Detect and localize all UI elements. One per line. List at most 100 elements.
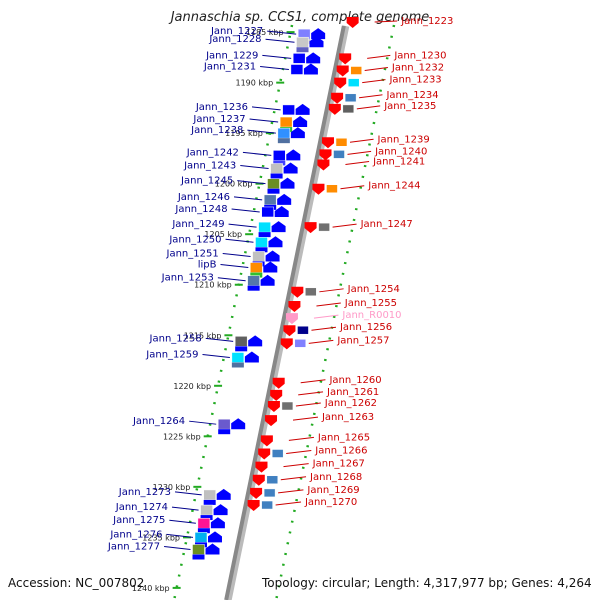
right-gene-label[interactable]: Jann_1233	[388, 75, 441, 86]
left-gene-label[interactable]: Jann_1264	[132, 416, 185, 427]
gene-box	[267, 178, 280, 189]
left-gene-label[interactable]: Jann_1253	[161, 273, 214, 284]
left-gene-label[interactable]: Jann_1238	[190, 125, 243, 136]
leader-line	[356, 105, 381, 110]
right-gene-label[interactable]: Jann_1223	[400, 16, 453, 27]
gene-box	[305, 287, 317, 297]
right-gene-label[interactable]: Jann_1262	[324, 398, 377, 409]
left-gene-label[interactable]: Jann_1231	[203, 61, 256, 72]
left-gene-label[interactable]: Jann_1273	[118, 487, 171, 498]
gene-feature	[255, 461, 268, 473]
left-gene-label[interactable]: Jann_1227	[210, 26, 263, 37]
kbp-tick-label: 1190 kbp	[236, 79, 274, 88]
left-gene-label[interactable]: Jann_1258	[149, 333, 202, 344]
gene-arrow	[328, 103, 341, 115]
kbp-tick-label: 1230 kbp	[153, 483, 191, 492]
left-gene-label[interactable]: Jann_1245	[180, 176, 233, 187]
right-gene-label[interactable]: Jann_1256	[339, 322, 392, 333]
gene-box	[335, 138, 348, 147]
gene-arrow	[205, 543, 220, 555]
gene-arrow	[334, 77, 347, 89]
gene-feature	[319, 149, 345, 161]
left-gene-label[interactable]: lipB	[198, 260, 217, 271]
gene-box	[192, 544, 205, 555]
left-gene-label[interactable]: Jann_1276	[109, 529, 162, 540]
gene-box-secondary	[258, 232, 271, 238]
right-gene-label[interactable]: Jann_1261	[326, 387, 379, 398]
gene-feature	[258, 448, 284, 460]
gene-box-secondary	[247, 285, 260, 291]
left-gene-label[interactable]: Jann_1248	[174, 204, 227, 215]
left-gene-label[interactable]: Jann_1250	[168, 234, 221, 245]
gene-box-secondary	[270, 173, 283, 179]
right-gene-label[interactable]: Jann_1239	[377, 134, 430, 145]
backbone-line	[224, 25, 346, 600]
gene-box	[263, 488, 276, 498]
leader-line	[275, 501, 302, 506]
kbp-tick-label: 1225 kbp	[163, 432, 201, 441]
kbp-ticks: 1185 kbp 1190 kbp 1195 kbp 1200 kbp 1205 kbp…	[132, 28, 295, 593]
gene-box	[261, 500, 273, 510]
gene-arrow	[319, 149, 332, 161]
leader-line	[288, 436, 314, 441]
gene-box-secondary	[267, 188, 280, 194]
leader-line	[347, 150, 372, 155]
right-gene-label[interactable]: Jann_1270	[304, 497, 357, 508]
left-gene-label[interactable]: Jann_1246	[177, 192, 230, 203]
right-gene-label[interactable]: Jann_1230	[393, 50, 446, 61]
left-gene-label[interactable]: Jann_1228	[208, 34, 261, 45]
gene-feature	[270, 162, 298, 179]
right-gene-label[interactable]: Jann_1234	[385, 90, 438, 101]
right-gene-label[interactable]: Jann_1267	[312, 459, 365, 470]
gene-feature	[250, 487, 276, 499]
gene-feature	[261, 205, 289, 218]
left-gene-label[interactable]: Jann_1277	[107, 541, 160, 552]
gene-box	[277, 127, 291, 139]
gene-feature	[217, 418, 246, 435]
right-gene-label[interactable]: Jann_1232	[391, 63, 444, 74]
gene-box	[258, 221, 271, 233]
gene-arrow	[268, 236, 283, 248]
right-gene-label[interactable]: Jann_1244	[367, 181, 420, 192]
right-gene-label[interactable]: Jann_1266	[314, 445, 367, 456]
gene-feature	[346, 17, 359, 28]
right-gene-label[interactable]: Jann_1240	[374, 146, 427, 157]
right-gene-label[interactable]: Jann_1269	[306, 485, 359, 496]
right-gene-label[interactable]: Jann_1254	[347, 284, 400, 295]
gene-arrow	[250, 487, 263, 499]
left-gene-label[interactable]: Jann_1229	[205, 50, 258, 61]
left-gene-label[interactable]: Jann_1274	[115, 502, 168, 513]
right-gene-label[interactable]: Jann_1260	[328, 375, 381, 386]
right-gene-label[interactable]: Jann_1268	[309, 472, 362, 483]
leader-line	[332, 223, 357, 228]
right-gene-label[interactable]: Jann_1235	[383, 101, 436, 112]
gene-feature	[265, 415, 278, 427]
gene-arrow	[293, 116, 308, 128]
left-gene-label[interactable]: Jann_1251	[166, 248, 219, 259]
gene-box	[294, 339, 307, 348]
left-gene-label[interactable]: Jann_1249	[171, 219, 224, 230]
right-gene-label[interactable]: Jann_1255	[344, 298, 397, 309]
gene-box	[296, 36, 309, 48]
gene-box	[203, 489, 216, 501]
right-gene-label[interactable]: Jann_R0010	[341, 310, 401, 321]
gene-feature	[317, 159, 330, 171]
left-gene-label[interactable]: Jann_1242	[186, 147, 239, 158]
right-gene-label[interactable]: Jann_1257	[336, 335, 389, 346]
right-gene-label[interactable]: Jann_1263	[321, 412, 374, 423]
left-gene-label[interactable]: Jann_1275	[112, 515, 165, 526]
left-gene-label[interactable]: Jann_1237	[192, 114, 245, 125]
right-gene-label[interactable]: Jann_1241	[372, 156, 425, 167]
right-gene-label[interactable]: Jann_1247	[360, 219, 413, 230]
left-gene-label[interactable]: Jann_1259	[145, 349, 198, 360]
gene-box	[250, 262, 263, 273]
leader-line	[316, 302, 341, 307]
leader-line	[340, 185, 365, 190]
left-gene-label[interactable]: Jann_1236	[195, 102, 248, 113]
gene-box	[273, 150, 286, 161]
gene-box	[200, 504, 213, 516]
left-gene-label[interactable]: Jann_1243	[183, 161, 236, 172]
right-gene-label[interactable]: Jann_1265	[317, 432, 370, 443]
gene-arrow	[304, 222, 317, 234]
